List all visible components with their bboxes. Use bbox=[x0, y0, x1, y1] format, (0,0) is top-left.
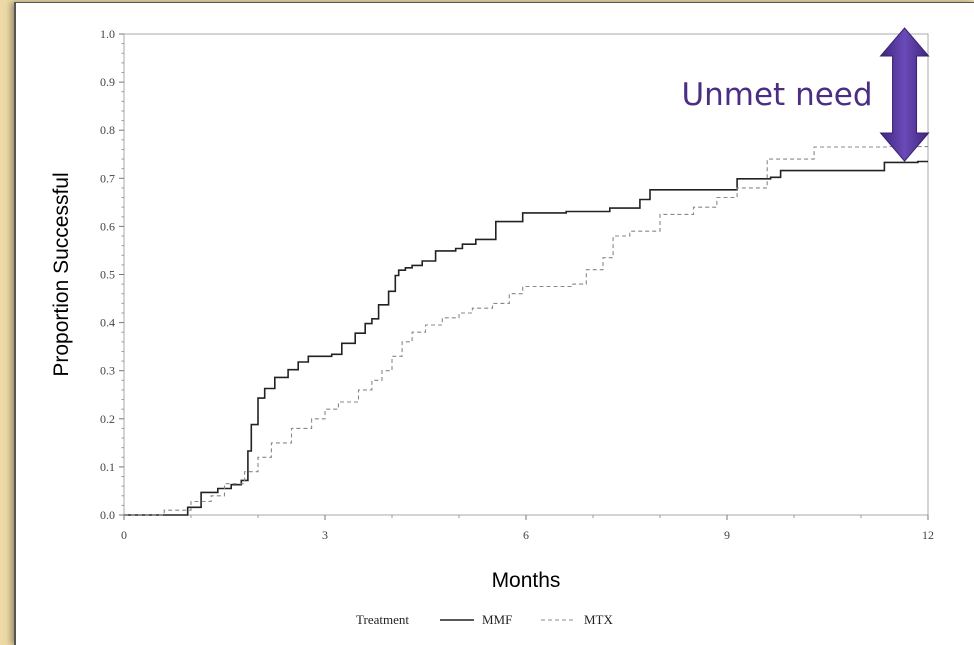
y-tick-label: 0.1 bbox=[100, 460, 115, 474]
y-axis-title: Proportion Successful bbox=[50, 172, 73, 376]
x-tick-label: 0 bbox=[121, 528, 127, 542]
x-tick-label: 12 bbox=[922, 528, 934, 542]
legend-label-mtx: MTX bbox=[584, 612, 614, 627]
x-tick-label: 6 bbox=[523, 528, 529, 542]
y-tick-label: 0.6 bbox=[100, 219, 115, 233]
unmet-need-label: Unmet need bbox=[681, 77, 872, 113]
km-chart: 0.00.10.20.30.40.50.60.70.80.91.00 3 6 9 12 … bbox=[50, 27, 934, 627]
y-tick-label: 0.5 bbox=[100, 268, 115, 282]
y-tick-label: 0.0 bbox=[100, 508, 115, 522]
x-tick-label: 9 bbox=[724, 528, 730, 542]
legend-label-mmf: MMF bbox=[482, 612, 512, 627]
y-tick-label: 0.3 bbox=[100, 364, 115, 378]
x-axis-title: Months bbox=[492, 569, 561, 592]
y-tick-label: 0.4 bbox=[100, 316, 115, 330]
y-tick-label: 0.9 bbox=[100, 75, 115, 89]
y-tick-label: 0.2 bbox=[100, 412, 115, 426]
x-tick-label: 3 bbox=[322, 528, 328, 542]
y-tick-label: 0.8 bbox=[100, 123, 115, 137]
y-tick-label: 0.7 bbox=[100, 171, 115, 185]
series-layer bbox=[124, 146, 928, 516]
series-line-mmf bbox=[124, 160, 928, 516]
double-arrow-icon bbox=[879, 27, 930, 162]
y-tick-label: 1.0 bbox=[100, 27, 115, 41]
annotation-layer: Unmet need bbox=[681, 27, 930, 162]
axes: 0.0 0.1 0.2 0.3 0.4 0.5 0.6 0.7 0.8 0.9 1.0 0 3 6 9 12 bbox=[100, 27, 934, 542]
chart-frame: 0.0 0.1 0.2 0.3 0.4 0.5 0.6 0.7 0.8 0.9 1.0 0 3 6 9 12 … bbox=[14, 2, 974, 645]
legend: Treatment MMF MTX bbox=[356, 612, 614, 627]
series-line-mtx bbox=[124, 146, 928, 516]
legend-title: Treatment bbox=[356, 612, 409, 627]
